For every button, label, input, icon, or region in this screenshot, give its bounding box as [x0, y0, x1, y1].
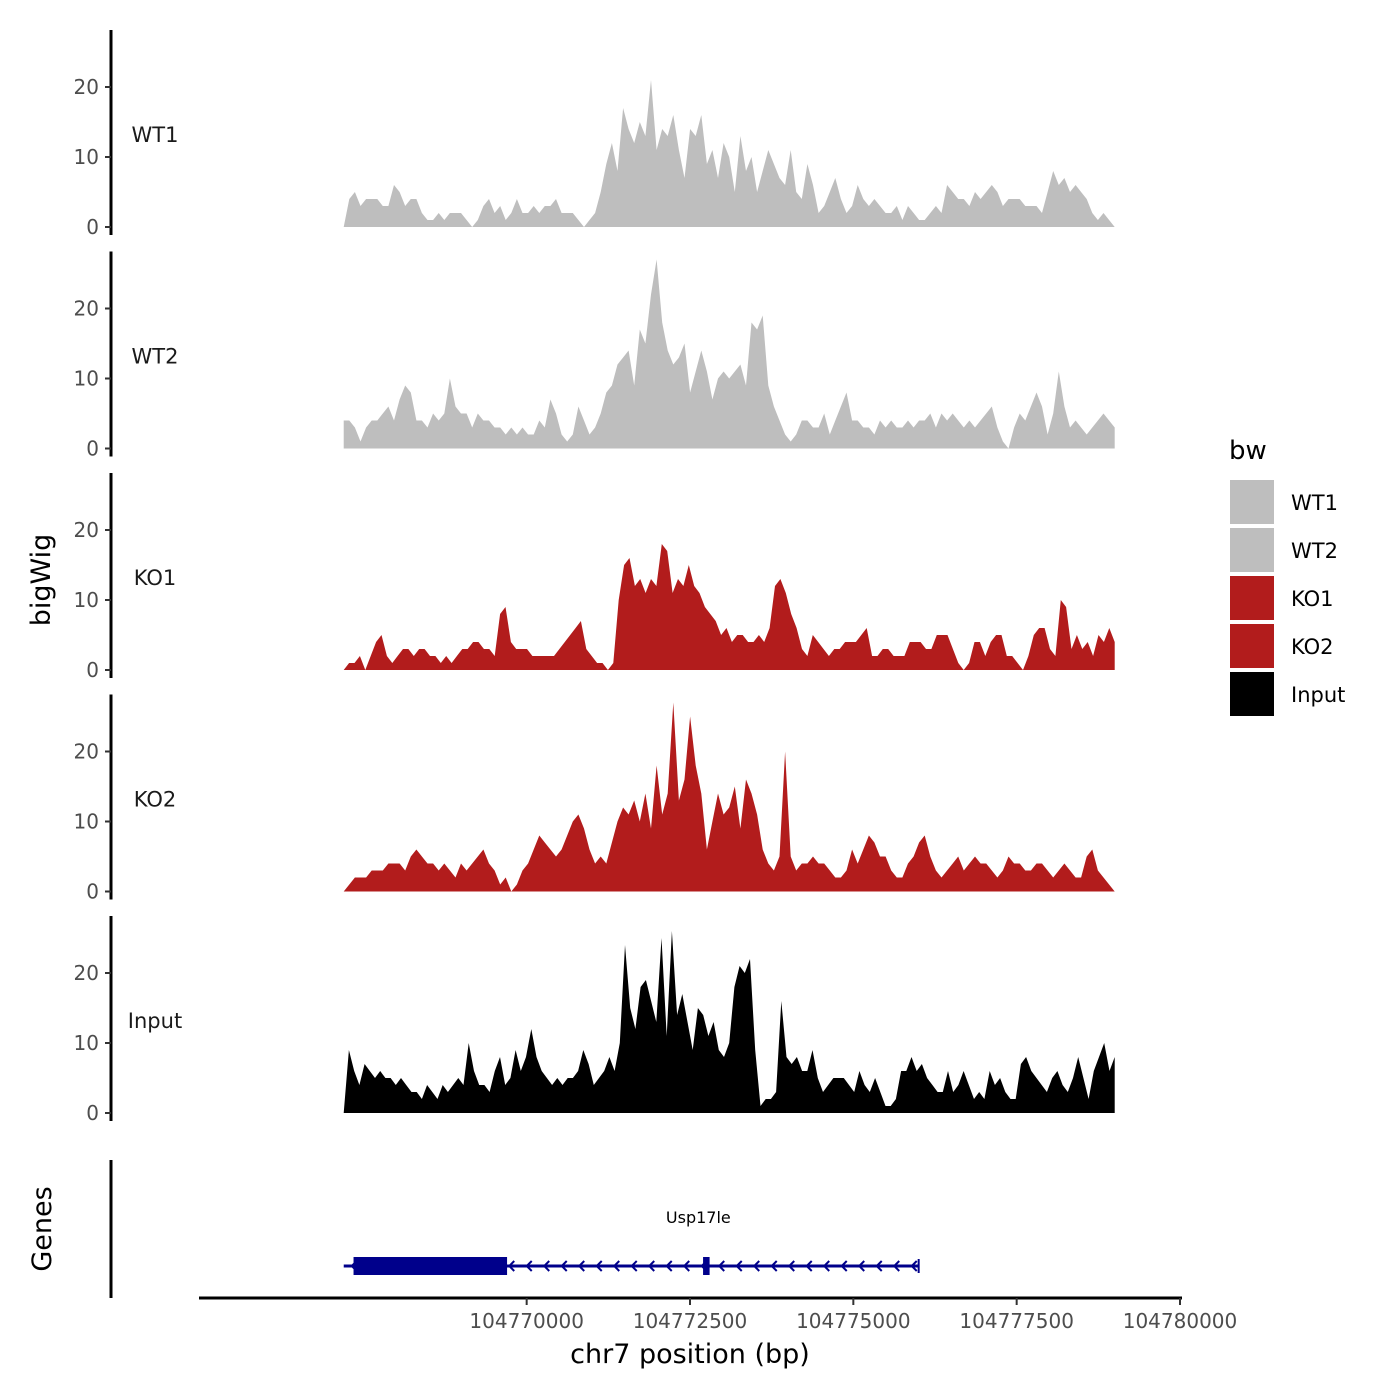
legend-item-input: Input	[1230, 672, 1345, 716]
x-tick-label: 104775000	[796, 1309, 911, 1333]
y-tick-label: 10	[74, 145, 99, 169]
x-tick-label: 104780000	[1123, 1309, 1238, 1333]
legend-swatch	[1230, 480, 1274, 524]
track-label-wt1: WT1	[132, 123, 179, 147]
legend-label: WT1	[1291, 491, 1338, 515]
coverage-area-ko2	[343, 702, 1115, 892]
strand-arrow	[682, 1260, 690, 1272]
strand-arrow	[875, 1260, 883, 1272]
strand-arrow	[525, 1260, 533, 1272]
panel-ko2: 0 10 20 KO2	[74, 694, 1115, 904]
x-axis: 104770000 104772500 104775000 104777500 1047…	[199, 1296, 1237, 1370]
legend-label: Input	[1291, 683, 1345, 707]
x-axis-title: chr7 position (bp)	[570, 1339, 810, 1370]
y-tick-label: 10	[74, 810, 99, 834]
strand-arrow	[735, 1260, 743, 1272]
legend-item-wt2: WT2	[1230, 528, 1338, 572]
y-tick-label: 10	[74, 1031, 99, 1055]
y-tick-label: 0	[86, 658, 99, 682]
strand-arrow	[647, 1260, 655, 1272]
x-tick-label: 104772500	[633, 1309, 748, 1333]
legend-swatch	[1230, 528, 1274, 572]
coverage-area-wt2	[343, 259, 1115, 449]
track-label-wt2: WT2	[132, 345, 179, 369]
gene-name-label: Usp17le	[666, 1208, 731, 1227]
legend-swatch	[1230, 576, 1274, 620]
strand-arrow	[892, 1260, 900, 1272]
legend-label: WT2	[1291, 539, 1338, 563]
coverage-area-input	[343, 931, 1115, 1113]
strand-arrow	[857, 1260, 865, 1272]
strand-arrow	[805, 1260, 813, 1272]
gene-exon	[353, 1257, 508, 1275]
track-label-ko2: KO2	[134, 788, 177, 812]
legend-swatch	[1230, 672, 1274, 716]
strand-arrow	[577, 1260, 585, 1272]
legend-title: bw	[1229, 436, 1267, 466]
gene-exon	[703, 1257, 710, 1275]
y-tick-label: 10	[74, 588, 99, 612]
gene-track-title: Genes	[27, 1186, 58, 1271]
gene-model	[343, 1257, 920, 1275]
legend-items: WT1 WT2 KO1 KO2 Input	[1230, 480, 1345, 716]
coverage-panels: 0 10 20 WT1 0 10 20 WT2 0 10 20 KO1 0 10 20 KO2 0 10 20 Inp…	[74, 30, 1115, 1125]
strand-arrow	[770, 1260, 778, 1272]
strand-arrow	[787, 1260, 795, 1272]
track-label-input: Input	[128, 1009, 182, 1033]
strand-arrow	[630, 1260, 638, 1272]
panel-input: 0 10 20 Input	[74, 916, 1115, 1125]
strand-arrow	[507, 1260, 515, 1272]
y-tick-label: 0	[86, 1101, 99, 1125]
strand-arrow	[717, 1260, 725, 1272]
strand-arrow	[822, 1260, 830, 1272]
legend-swatch	[1230, 624, 1274, 668]
legend-item-ko2: KO2	[1230, 624, 1334, 668]
legend: bw WT1 WT2 KO1 KO2 Input	[1229, 436, 1345, 716]
y-tick-label: 0	[86, 437, 99, 461]
track-label-ko1: KO1	[134, 566, 177, 590]
y-tick-label: 0	[86, 215, 99, 239]
x-tick-label: 104777500	[959, 1309, 1074, 1333]
y-tick-label: 20	[74, 518, 99, 542]
strand-arrow	[612, 1260, 620, 1272]
x-ticks: 104770000 104772500 104775000 104777500 1047…	[469, 1298, 1237, 1333]
legend-item-wt1: WT1	[1230, 480, 1338, 524]
x-tick-label: 104770000	[469, 1309, 584, 1333]
y-tick-label: 0	[86, 880, 99, 904]
panel-ko1: 0 10 20 KO1	[74, 473, 1115, 682]
panel-wt2: 0 10 20 WT2	[74, 251, 1115, 461]
strand-arrow	[752, 1260, 760, 1272]
strand-arrow	[542, 1260, 550, 1272]
coverage-area-wt1	[343, 80, 1115, 227]
gene-track: Genes Usp17le	[27, 1160, 920, 1298]
strand-arrow	[910, 1260, 918, 1272]
legend-label: KO2	[1291, 635, 1334, 659]
y-tick-label: 20	[74, 297, 99, 321]
strand-arrow	[595, 1260, 603, 1272]
coverage-area-ko1	[343, 544, 1115, 670]
y-tick-label: 10	[74, 367, 99, 391]
strand-arrow	[665, 1260, 673, 1272]
strand-arrow	[840, 1260, 848, 1272]
y-tick-label: 20	[74, 961, 99, 985]
strand-arrow	[560, 1260, 568, 1272]
y-axis-title: bigWig	[26, 534, 57, 627]
y-tick-label: 20	[74, 75, 99, 99]
legend-label: KO1	[1291, 587, 1334, 611]
panel-wt1: 0 10 20 WT1	[74, 30, 1115, 239]
legend-item-ko1: KO1	[1230, 576, 1334, 620]
y-tick-label: 20	[74, 740, 99, 764]
